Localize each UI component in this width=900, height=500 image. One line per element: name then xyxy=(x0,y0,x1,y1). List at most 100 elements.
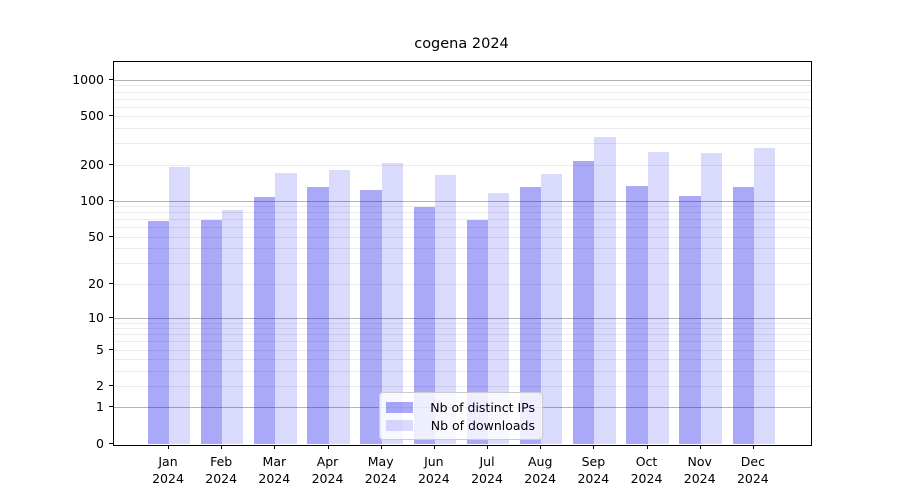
gridline-major xyxy=(114,317,811,319)
x-tick-mark xyxy=(487,445,489,449)
y-tick-mark xyxy=(109,316,113,318)
gridline-minor xyxy=(114,248,811,250)
x-tick-label: Sep 2024 xyxy=(577,454,610,486)
bar-distinct-ips-jan xyxy=(147,220,169,444)
legend: Nb of distinct IPs Nb of downloads xyxy=(379,392,543,440)
legend-item-distinct-ips: Nb of distinct IPs xyxy=(386,398,535,416)
x-tick-mark xyxy=(221,445,223,449)
bar-distinct-ips-oct xyxy=(626,185,648,444)
gridline-minor xyxy=(114,263,811,265)
x-tick-label: Feb 2024 xyxy=(205,454,238,486)
bar-distinct-ips-jul xyxy=(466,220,489,444)
gridline-minor xyxy=(114,91,811,93)
gridline-minor xyxy=(114,85,811,87)
gridline-major xyxy=(114,200,811,202)
x-tick-mark xyxy=(646,445,648,449)
y-tick-label: 50 xyxy=(88,228,104,244)
x-tick-label: Dec 2024 xyxy=(736,454,769,486)
chart-title: cogena 2024 xyxy=(414,36,509,52)
bar-distinct-ips-mar xyxy=(254,196,276,444)
y-tick-mark xyxy=(109,235,113,237)
bar-distinct-ips-nov xyxy=(679,195,701,444)
legend-label-downloads: Nb of downloads xyxy=(430,417,535,433)
gridline-minor xyxy=(114,322,811,324)
gridline-minor xyxy=(114,386,811,388)
plot-area xyxy=(113,61,812,446)
y-tick-mark xyxy=(109,163,113,165)
bar-distinct-ips-sep xyxy=(573,160,595,444)
y-tick-label: 20 xyxy=(88,275,104,291)
gridline-minor xyxy=(114,212,811,214)
y-tick-mark xyxy=(109,282,113,284)
bar-downloads-oct xyxy=(647,151,669,444)
y-tick-mark xyxy=(109,406,113,408)
y-tick-mark xyxy=(109,443,113,444)
y-tick-label: 2 xyxy=(96,378,104,394)
bar-distinct-ips-may xyxy=(360,190,382,444)
bar-downloads-apr xyxy=(328,169,350,444)
gridline-minor xyxy=(114,116,811,118)
gridline-minor xyxy=(114,341,811,343)
y-tick-label: 500 xyxy=(80,108,104,124)
y-tick-label: 5 xyxy=(96,341,104,357)
x-tick-label: Oct 2024 xyxy=(630,454,663,486)
y-tick-mark xyxy=(109,115,113,117)
gridline-minor xyxy=(114,98,811,100)
bar-distinct-ips-dec xyxy=(732,187,754,444)
gridline-minor xyxy=(114,143,811,145)
bar-downloads-feb xyxy=(222,209,244,444)
x-tick-mark xyxy=(540,445,542,449)
gridline-major xyxy=(114,79,811,81)
x-tick-mark xyxy=(593,445,595,449)
y-tick-label: 10 xyxy=(88,309,104,325)
y-tick-label: 1 xyxy=(96,399,104,415)
bar-downloads-mar xyxy=(275,172,297,444)
bar-downloads-may xyxy=(381,162,403,444)
bar-downloads-dec xyxy=(753,147,776,444)
gridline-minor xyxy=(114,164,811,166)
gridline-minor xyxy=(114,236,811,238)
y-tick-mark xyxy=(109,385,113,387)
x-tick-mark xyxy=(168,445,169,449)
gridline-minor xyxy=(114,349,811,351)
y-tick-mark xyxy=(109,199,113,201)
x-tick-label: Apr 2024 xyxy=(311,454,344,486)
x-tick-mark xyxy=(327,445,329,449)
bar-distinct-ips-jun xyxy=(413,206,435,444)
bar-downloads-sep xyxy=(594,136,616,444)
bar-distinct-ips-aug xyxy=(519,187,542,444)
gridline-minor xyxy=(114,206,811,208)
gridline-minor xyxy=(114,334,811,336)
bar-distinct-ips-apr xyxy=(307,186,329,444)
x-tick-label: Jan 2024 xyxy=(152,454,184,486)
bar-distinct-ips-feb xyxy=(200,220,223,444)
bar-downloads-aug xyxy=(541,173,563,444)
x-tick-mark xyxy=(380,445,382,449)
y-tick-mark xyxy=(109,78,113,80)
x-tick-mark xyxy=(752,445,754,449)
gridline-minor xyxy=(114,370,811,372)
x-tick-label: Mar 2024 xyxy=(258,454,291,486)
gridline-minor xyxy=(114,219,811,221)
bar-downloads-nov xyxy=(700,152,722,444)
x-tick-label: Nov 2024 xyxy=(683,454,716,486)
gridline-minor xyxy=(114,328,811,330)
legend-label-distinct-ips: Nb of distinct IPs xyxy=(430,399,535,415)
bar-downloads-jul xyxy=(488,192,510,444)
gridline-minor xyxy=(114,227,811,229)
y-tick-label: 100 xyxy=(80,192,104,208)
gridline-minor xyxy=(114,128,811,130)
gridline-minor xyxy=(114,359,811,361)
gridline-minor xyxy=(114,106,811,108)
legend-item-downloads: Nb of downloads xyxy=(386,416,535,434)
bar-downloads-jun xyxy=(434,174,457,444)
x-tick-mark xyxy=(433,445,435,449)
y-tick-label: 200 xyxy=(80,156,104,172)
x-tick-mark xyxy=(274,445,276,449)
y-tick-label: 0 xyxy=(96,436,104,451)
y-tick-label: 1000 xyxy=(72,71,104,87)
x-tick-label: May 2024 xyxy=(364,454,397,486)
x-tick-label: Jun 2024 xyxy=(417,454,450,486)
gridline-minor xyxy=(114,283,811,285)
